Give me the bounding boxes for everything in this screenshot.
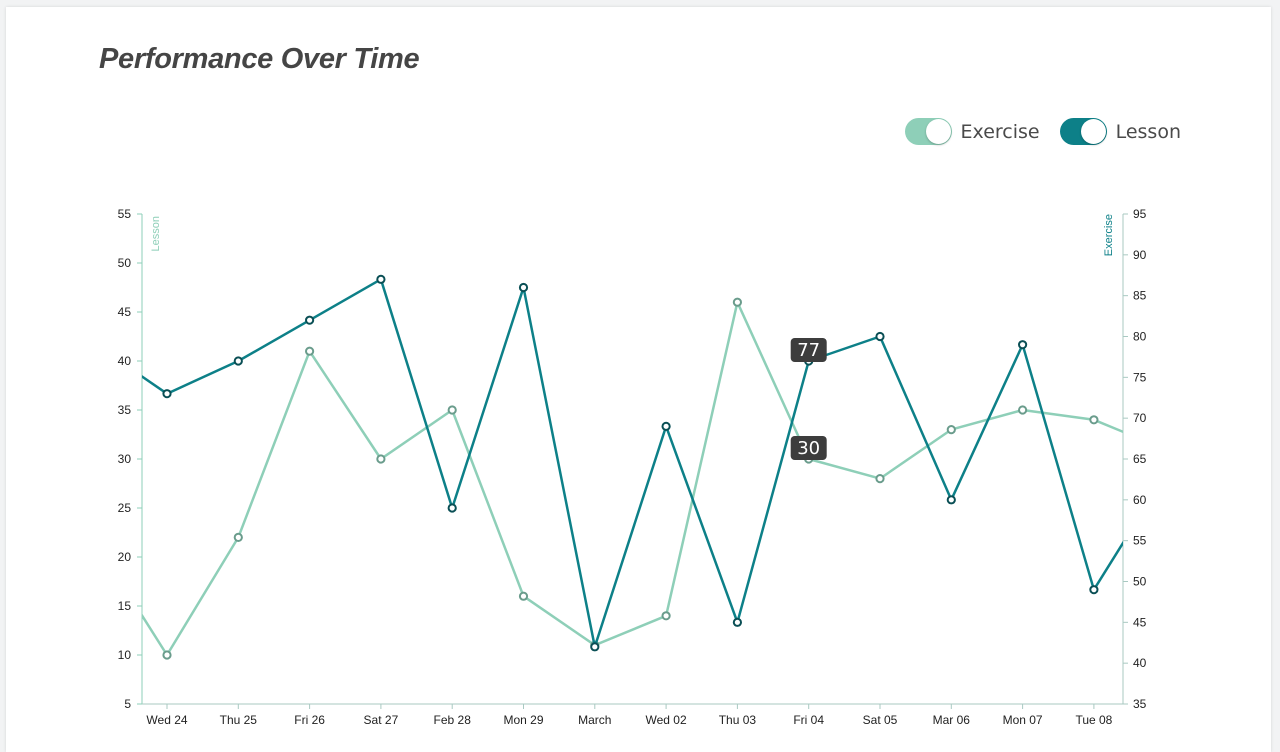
lesson-data-point [305, 315, 315, 325]
lesson-data-point [447, 503, 457, 513]
x-axis-tick-label: Mon 07 [1003, 713, 1043, 727]
right-axis-tick-label: 75 [1133, 370, 1147, 384]
left-axis-tick-label: 45 [118, 305, 132, 319]
left-axis-tick-label: 55 [118, 207, 132, 221]
left-axis-tick-label: 40 [118, 354, 132, 368]
exercise-series-line [142, 300, 1123, 657]
legend-toggle-exercise[interactable]: Exercise [904, 118, 1040, 145]
left-axis-tick-label: 5 [124, 697, 131, 711]
lesson-toggle-switch[interactable] [1059, 118, 1107, 145]
x-axis-tick-label: Sat 05 [863, 713, 898, 727]
right-axis-tick-label: 40 [1133, 656, 1147, 670]
exercise-toggle-switch[interactable] [904, 118, 952, 145]
exercise-data-point [732, 297, 743, 307]
x-axis-tick-label: Fri 04 [793, 713, 824, 727]
x-axis-tick-label: Wed 24 [146, 713, 187, 727]
x-axis-tick-label: Wed 02 [646, 713, 687, 727]
exercise-data-point [162, 650, 172, 660]
left-axis-tick-label: 20 [118, 550, 132, 564]
x-axis-tick-label: Mar 06 [933, 713, 971, 727]
tooltip-box [790, 338, 827, 362]
left-axis-tick-label: 10 [118, 648, 132, 662]
right-axis-tick-label: 60 [1133, 493, 1147, 507]
lesson-data-point [590, 642, 600, 652]
right-axis-tick-label: 85 [1133, 289, 1147, 303]
tooltip-box [790, 436, 827, 460]
x-axis-tick-label: March [578, 713, 611, 727]
x-axis-tick-label: Sat 27 [364, 713, 399, 727]
tooltip-value: 30 [797, 438, 820, 459]
right-axis-tick-label: 35 [1133, 697, 1147, 711]
x-axis-tick-label: Fri 26 [294, 713, 325, 727]
right-axis-tick-label: 95 [1133, 207, 1147, 221]
toggle-knob [925, 119, 951, 144]
exercise-data-point [1089, 415, 1099, 425]
right-axis-tick-label: 70 [1133, 411, 1147, 425]
right-axis-tick-label: 55 [1133, 534, 1147, 548]
lesson-data-point [376, 274, 386, 284]
x-axis-tick-label: Tue 08 [1075, 713, 1112, 727]
lesson-data-point [233, 356, 243, 366]
lesson-data-point [162, 389, 172, 399]
left-axis-title: Lesson [150, 216, 162, 251]
left-axis-tick-label: 15 [118, 599, 132, 613]
toggle-knob [1080, 119, 1106, 144]
exercise-data-point [376, 454, 386, 464]
exercise-data-point [518, 591, 529, 601]
right-axis-tick-label: 65 [1133, 452, 1147, 466]
lesson-data-point [946, 495, 956, 505]
legend-toggle-lesson[interactable]: Lesson [1059, 118, 1181, 145]
exercise-data-point [946, 425, 956, 435]
lesson-data-point [875, 331, 885, 342]
x-axis-tick-label: Thu 25 [220, 713, 258, 727]
right-axis-tick-label: 50 [1133, 575, 1147, 589]
lesson-data-point [1089, 585, 1099, 595]
lesson-data-point [1018, 340, 1028, 350]
legend-label-exercise: Exercise [960, 120, 1040, 143]
exercise-data-point [1018, 405, 1028, 415]
legend: Exercise Lesson [885, 118, 1181, 145]
x-axis-tick-label: Thu 03 [719, 713, 757, 727]
tooltip-value: 77 [797, 340, 820, 361]
lesson-data-point [518, 282, 529, 293]
exercise-data-point [305, 346, 315, 356]
right-axis-tick-label: 90 [1133, 248, 1147, 262]
right-axis-tick-label: 80 [1133, 330, 1147, 344]
left-axis-tick-label: 50 [118, 256, 132, 270]
lesson-data-point [661, 421, 671, 431]
lesson-data-point [732, 617, 743, 627]
exercise-data-point [875, 474, 885, 484]
exercise-data-point [233, 532, 243, 543]
exercise-data-point [661, 611, 671, 621]
left-axis-tick-label: 35 [118, 403, 132, 417]
x-axis-tick-label: Mon 29 [503, 713, 543, 727]
right-axis-title: Exercise [1103, 214, 1115, 256]
exercise-data-point [447, 405, 457, 415]
chart-title: Performance Over Time [99, 43, 420, 75]
x-axis-tick-label: Feb 28 [434, 713, 472, 727]
left-axis-tick-label: 30 [118, 452, 132, 466]
left-axis-tick-label: 25 [118, 501, 132, 515]
lesson-series-line [142, 278, 1123, 649]
right-axis-tick-label: 45 [1133, 615, 1147, 629]
legend-label-lesson: Lesson [1115, 120, 1181, 143]
